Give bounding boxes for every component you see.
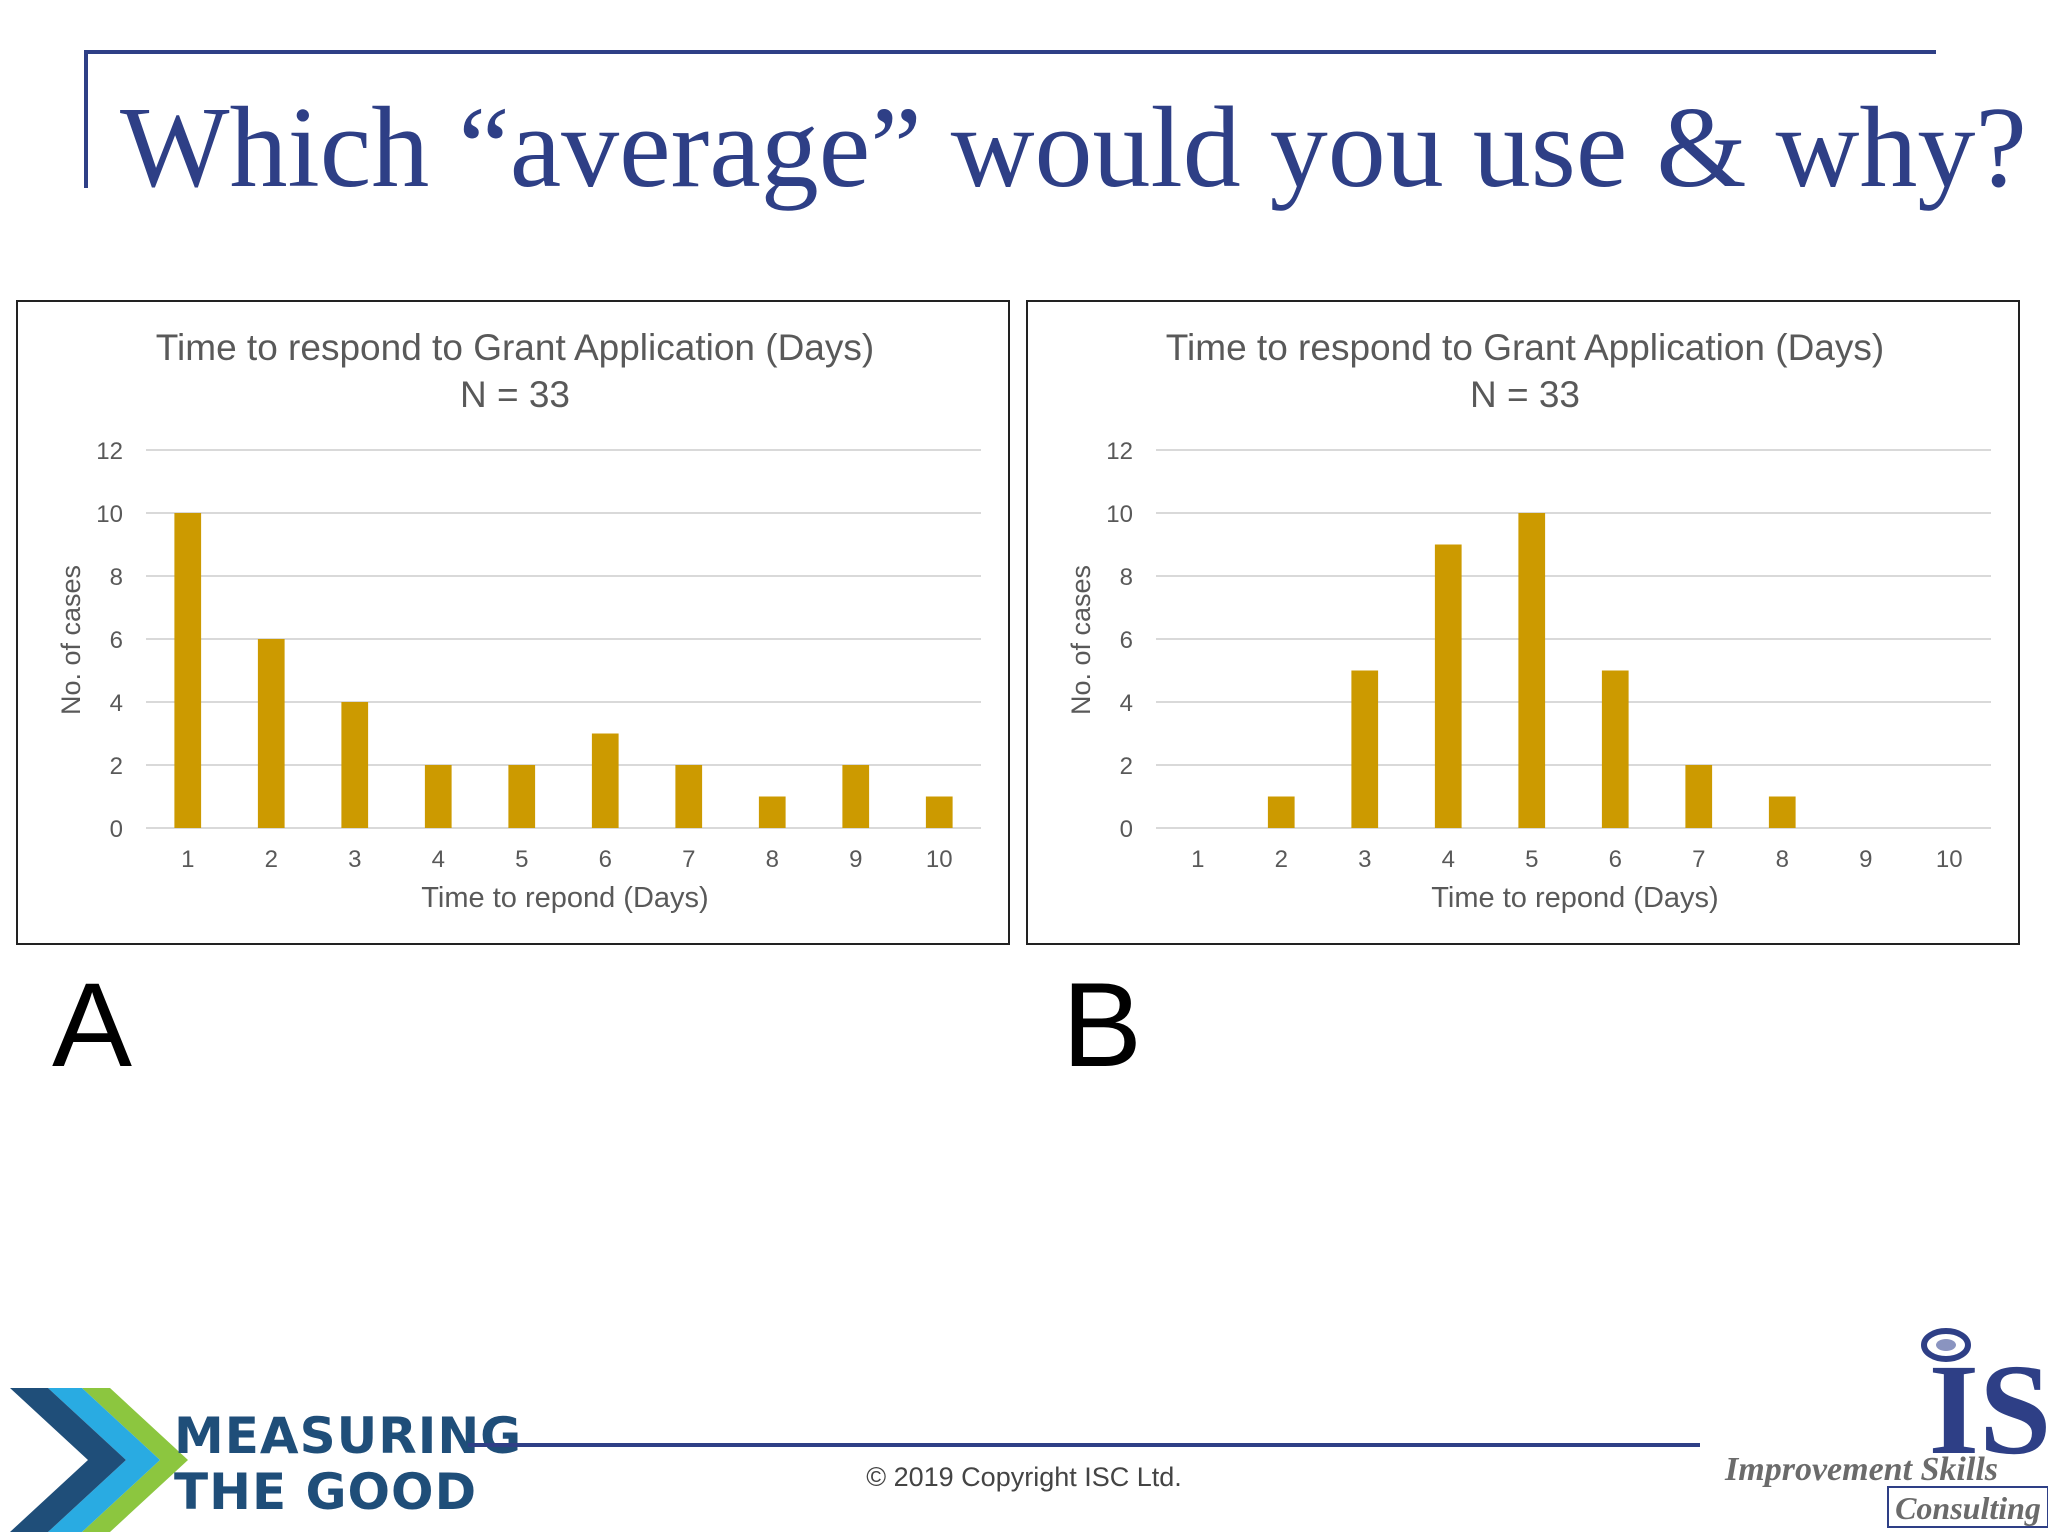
x-tick-label: 10 bbox=[1936, 846, 1963, 873]
y-tick-label: 4 bbox=[1120, 690, 1133, 717]
chart-x-ticks: 1 2 3 4 5 6 7 8 9 10 bbox=[1191, 846, 1963, 873]
title-frame-top-rule bbox=[84, 50, 1936, 54]
y-tick-label: 12 bbox=[1106, 438, 1133, 465]
chart-title: Time to respond to Grant Application (Da… bbox=[156, 327, 874, 368]
chart-y-ticks: 0 2 4 6 8 10 12 bbox=[96, 438, 123, 843]
chart-b-svg: Time to respond to Grant Application (Da… bbox=[1066, 327, 1991, 914]
x-tick-label: 8 bbox=[766, 846, 779, 873]
bar bbox=[591, 733, 619, 828]
chart-subtitle: N = 33 bbox=[1470, 374, 1580, 415]
chart-x-ticks: 1 2 3 4 5 6 7 8 9 10 bbox=[181, 846, 953, 873]
bar bbox=[1434, 544, 1462, 828]
x-tick-label: 3 bbox=[1358, 846, 1371, 873]
y-tick-label: 2 bbox=[110, 753, 123, 780]
y-tick-label: 8 bbox=[1120, 564, 1133, 591]
x-tick-label: 6 bbox=[599, 846, 612, 873]
bar bbox=[257, 639, 285, 828]
chart-bars bbox=[1267, 513, 1796, 828]
chart-a-svg: Time to respond to Grant Application (Da… bbox=[56, 327, 981, 914]
bar bbox=[758, 796, 786, 828]
chart-y-axis-label: No. of cases bbox=[56, 565, 86, 715]
bar bbox=[1768, 796, 1796, 828]
bar bbox=[1267, 796, 1295, 828]
bar bbox=[341, 702, 369, 828]
x-tick-label: 8 bbox=[1776, 846, 1789, 873]
logo-chevron-mid bbox=[48, 1388, 160, 1532]
y-tick-label: 2 bbox=[1120, 753, 1133, 780]
y-tick-label: 6 bbox=[110, 627, 123, 654]
y-tick-label: 8 bbox=[110, 564, 123, 591]
chart-title: Time to respond to Grant Application (Da… bbox=[1166, 327, 1884, 368]
x-tick-label: 2 bbox=[265, 846, 278, 873]
logo-left-text: MEASURING THE GOOD bbox=[174, 1408, 522, 1520]
logo-right-line-1: Improvement Skills bbox=[1724, 1451, 1998, 1488]
logo-swirl-inner-icon bbox=[1936, 1339, 1956, 1351]
slide-title: Which “average” would you use & why? bbox=[120, 84, 2027, 212]
bar bbox=[1518, 513, 1546, 828]
logo-is-mark: IS bbox=[1929, 1338, 2048, 1482]
bar bbox=[1685, 765, 1713, 828]
logo-consulting-box bbox=[1887, 1486, 2048, 1528]
y-tick-label: 0 bbox=[1120, 816, 1133, 843]
chart-panel-a: Time to respond to Grant Application (Da… bbox=[16, 300, 1010, 945]
x-tick-label: 9 bbox=[849, 846, 862, 873]
chart-gridlines bbox=[146, 449, 981, 829]
bar bbox=[424, 765, 452, 828]
x-tick-label: 6 bbox=[1609, 846, 1622, 873]
x-tick-label: 5 bbox=[1525, 846, 1538, 873]
chart-gridlines bbox=[1156, 449, 1991, 829]
y-tick-label: 10 bbox=[96, 501, 123, 528]
x-tick-label: 2 bbox=[1275, 846, 1288, 873]
chart-bars bbox=[174, 513, 953, 828]
x-tick-label: 5 bbox=[515, 846, 528, 873]
x-tick-label: 4 bbox=[1442, 846, 1455, 873]
measuring-the-good-logo bbox=[10, 1388, 188, 1532]
bar bbox=[842, 765, 870, 828]
chart-subtitle: N = 33 bbox=[460, 374, 570, 415]
x-tick-label: 3 bbox=[348, 846, 361, 873]
bar bbox=[174, 513, 202, 828]
y-tick-label: 10 bbox=[1106, 501, 1133, 528]
x-tick-label: 10 bbox=[926, 846, 953, 873]
chart-x-axis-label: Time to repond (Days) bbox=[1431, 882, 1718, 914]
title-frame-left-rule bbox=[84, 50, 88, 188]
logo-right-line-2: Consulting bbox=[1895, 1490, 2041, 1526]
logo-chevron-light bbox=[82, 1388, 188, 1532]
x-tick-label: 1 bbox=[1191, 846, 1204, 873]
panel-label-b: B bbox=[1062, 958, 1143, 1092]
y-tick-label: 4 bbox=[110, 690, 123, 717]
footer-rule bbox=[468, 1443, 1700, 1447]
improvement-skills-consulting-logo: IS Improvement Skills Consulting bbox=[1724, 1328, 2048, 1528]
bar bbox=[1351, 670, 1379, 828]
chart-y-axis-label: No. of cases bbox=[1066, 565, 1096, 715]
y-tick-label: 12 bbox=[96, 438, 123, 465]
y-tick-label: 0 bbox=[110, 816, 123, 843]
x-tick-label: 7 bbox=[682, 846, 695, 873]
logo-chevron-dark bbox=[10, 1388, 126, 1532]
logo-left-line-1: MEASURING bbox=[174, 1407, 523, 1465]
bar bbox=[925, 796, 953, 828]
logo-left-line-2: THE GOOD bbox=[174, 1463, 478, 1521]
bar bbox=[675, 765, 703, 828]
x-tick-label: 4 bbox=[432, 846, 445, 873]
logo-swirl-icon bbox=[1921, 1328, 1971, 1362]
y-tick-label: 6 bbox=[1120, 627, 1133, 654]
panel-label-a: A bbox=[52, 958, 133, 1092]
bar bbox=[508, 765, 536, 828]
chart-x-axis-label: Time to repond (Days) bbox=[421, 882, 708, 914]
x-tick-label: 1 bbox=[181, 846, 194, 873]
chart-panel-b: Time to respond to Grant Application (Da… bbox=[1026, 300, 2020, 945]
chart-y-ticks: 0 2 4 6 8 10 12 bbox=[1106, 438, 1133, 843]
x-tick-label: 7 bbox=[1692, 846, 1705, 873]
x-tick-label: 9 bbox=[1859, 846, 1872, 873]
copyright-text: © 2019 Copyright ISC Ltd. bbox=[866, 1462, 1182, 1492]
bar bbox=[1601, 670, 1629, 828]
